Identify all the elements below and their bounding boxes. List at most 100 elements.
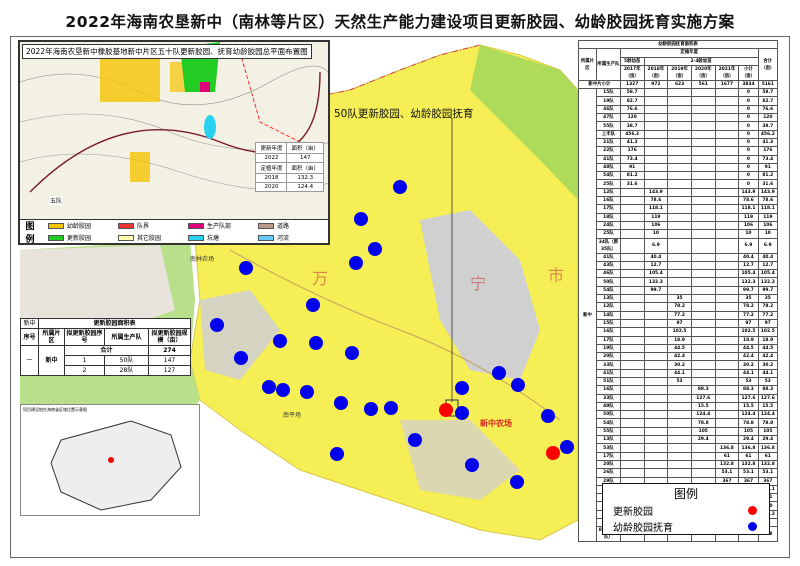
- cell: 132.3: [738, 277, 759, 287]
- table-row: 17队 118.1 118.1 118.1: [579, 204, 779, 214]
- cell: 22队: [596, 146, 621, 156]
- swatch-icon: [188, 234, 204, 241]
- cell: 38.7: [757, 121, 779, 131]
- cell: 54队: [596, 171, 621, 181]
- table-row: 25队 31.6 0 31.6: [579, 179, 779, 189]
- cell: 16队: [596, 385, 621, 395]
- cell: 102.5: [667, 327, 692, 337]
- table-row: 54队 81.2 0 81.2: [579, 171, 779, 181]
- cell: 0: [738, 146, 759, 156]
- cell: [690, 212, 716, 222]
- cell: [619, 204, 645, 214]
- cell: [643, 121, 669, 131]
- young-plantation-marker: [306, 298, 320, 312]
- young-plantation-marker: [309, 336, 323, 350]
- cell: 73.4: [619, 154, 645, 164]
- cell: 102.5: [757, 327, 779, 337]
- young-plantation-marker: [455, 381, 469, 395]
- table-row: 2 28队 127: [21, 365, 192, 376]
- subtotal-row: 新中片小计 1327 972 623 561 1677 3834 5161: [578, 79, 779, 90]
- cell: [714, 129, 740, 139]
- cell: [714, 385, 740, 395]
- renew-year-table: 更新年度 面积（亩） 2022 147 定植年度 面积（亩） 2018 132.3 20…: [255, 142, 324, 192]
- cell: [714, 285, 740, 296]
- cell: 127: [147, 365, 192, 376]
- cell: 105: [738, 426, 759, 437]
- cell: 99.7: [643, 285, 669, 296]
- cell: 18.9: [667, 335, 692, 345]
- cell: [643, 88, 669, 98]
- cell: 51队: [596, 376, 621, 387]
- hainan-island-outline: [50, 420, 182, 511]
- cell: 12队: [596, 187, 621, 198]
- cell: 3834: [738, 79, 759, 90]
- header-cell: 所属片区: [578, 48, 597, 81]
- header-cell: 2018年（亩）: [643, 64, 669, 81]
- cell: 119: [643, 212, 669, 222]
- cell: 73.4: [757, 154, 779, 164]
- cell: [690, 137, 716, 148]
- cell: 19队: [596, 343, 621, 354]
- cell: 97: [738, 318, 759, 329]
- cell: 12.7: [738, 260, 759, 271]
- seq-cell: 一: [20, 345, 39, 376]
- cell: [690, 146, 716, 156]
- cell: 17队: [596, 335, 621, 345]
- lavender-area: [420, 210, 540, 380]
- table-row: 54队 99.7 99.7 99.7: [579, 285, 779, 296]
- cell: [690, 468, 716, 478]
- cell: [619, 418, 645, 428]
- cell: [714, 293, 740, 304]
- cell: [643, 443, 669, 453]
- cell: [690, 187, 716, 198]
- cell: [619, 459, 645, 470]
- cell: [690, 237, 716, 254]
- swatch-icon: [48, 234, 64, 241]
- cell: 33队: [596, 393, 621, 403]
- cell: 97: [667, 318, 692, 329]
- swatch-icon: [118, 222, 134, 229]
- table-row: 19队 44.5 44.5 44.5: [579, 343, 779, 354]
- cell: 50队: [596, 277, 621, 287]
- cell: 6.9: [738, 237, 759, 254]
- cell: [667, 104, 692, 115]
- young-plantation-marker: [393, 180, 407, 194]
- cell: 2022: [255, 153, 288, 163]
- header-cell: 更新年度: [255, 142, 288, 154]
- cell: 44.5: [757, 343, 779, 354]
- cell: [667, 443, 692, 453]
- cell: [643, 129, 669, 139]
- map-label-nanping: 南平场: [283, 412, 302, 419]
- table-row: 41队 44.1 44.1 44.1: [579, 368, 779, 379]
- table-row: 55队 105 105 105: [579, 426, 779, 437]
- cell: [667, 401, 692, 412]
- cell: 31.6: [757, 179, 779, 189]
- inset-map: 2022年海南农垦新中橡胶基地新中片区五十队更新胶园、抚育幼龄胶园总平面布置图 …: [18, 40, 330, 245]
- green-area: [470, 45, 578, 200]
- map-label-ning: 宁: [470, 274, 487, 293]
- cell: [619, 335, 645, 345]
- cell: 76.6: [757, 104, 779, 115]
- cell: [714, 393, 740, 403]
- cell: [667, 146, 692, 156]
- area-label: 新中: [20, 318, 39, 329]
- cell: 41.3: [757, 137, 779, 148]
- cell: [714, 179, 740, 189]
- header-cell: 所属生产队: [596, 48, 621, 81]
- cell: 176: [619, 146, 645, 156]
- young-plantation-marker: [354, 212, 368, 226]
- table-row: 41队 40.4 40.4 40.4: [579, 252, 779, 262]
- cell: 44.1: [757, 368, 779, 379]
- cell: 972: [643, 79, 669, 90]
- cell: [643, 171, 669, 181]
- cell: 119: [757, 212, 779, 222]
- header-cell: 定植年度: [255, 162, 288, 174]
- swatch-icon: [258, 222, 274, 229]
- table-row: 48队 91 0 91: [579, 162, 779, 173]
- cell: 105: [757, 426, 779, 437]
- cell: 16队: [596, 327, 621, 337]
- cell: 49队: [596, 401, 621, 412]
- cell: 46队: [596, 104, 621, 115]
- cell: 88.3: [738, 385, 759, 395]
- cell: [690, 113, 716, 123]
